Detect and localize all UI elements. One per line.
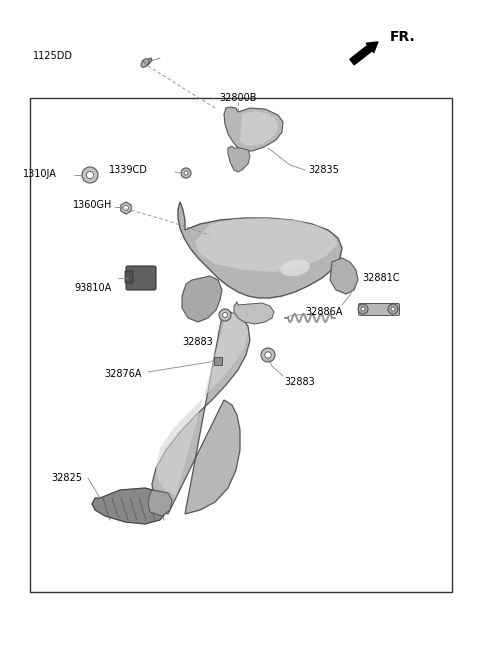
FancyBboxPatch shape (126, 266, 156, 290)
Polygon shape (121, 202, 131, 214)
Text: 32800B: 32800B (219, 93, 257, 103)
Circle shape (265, 352, 271, 358)
Polygon shape (330, 258, 358, 294)
FancyBboxPatch shape (125, 271, 133, 283)
Polygon shape (234, 302, 274, 324)
Text: 93810A: 93810A (75, 283, 112, 293)
Polygon shape (148, 490, 172, 516)
Circle shape (181, 168, 191, 178)
Polygon shape (92, 488, 170, 524)
Text: 1310JA: 1310JA (23, 169, 57, 179)
Text: 1360GH: 1360GH (72, 200, 112, 210)
Circle shape (86, 171, 94, 178)
Polygon shape (224, 107, 283, 151)
Polygon shape (156, 313, 248, 496)
Text: 1339CD: 1339CD (109, 165, 148, 175)
Text: 32886A: 32886A (305, 307, 342, 317)
Circle shape (124, 205, 129, 211)
Polygon shape (240, 111, 278, 146)
Circle shape (358, 304, 368, 314)
Circle shape (223, 313, 228, 318)
Ellipse shape (280, 260, 310, 276)
Text: 1125DD: 1125DD (33, 51, 73, 61)
Polygon shape (182, 276, 222, 322)
Circle shape (261, 348, 275, 362)
Text: 32883: 32883 (284, 377, 315, 387)
FancyArrow shape (350, 42, 378, 65)
FancyBboxPatch shape (359, 304, 399, 316)
Polygon shape (228, 146, 250, 172)
Circle shape (82, 167, 98, 183)
Text: 32835: 32835 (308, 165, 339, 175)
Circle shape (361, 307, 365, 311)
Bar (30, 98, 452, 592)
Text: 32881C: 32881C (362, 273, 399, 283)
Bar (214, 357, 222, 365)
Circle shape (184, 171, 188, 175)
Circle shape (391, 307, 395, 311)
Polygon shape (195, 218, 338, 272)
Text: 32876A: 32876A (105, 369, 142, 379)
Text: 32883: 32883 (182, 337, 214, 347)
Text: 32825: 32825 (51, 473, 82, 483)
Polygon shape (178, 202, 342, 298)
Text: FR.: FR. (390, 30, 416, 44)
Polygon shape (152, 312, 250, 514)
Ellipse shape (141, 58, 149, 68)
Circle shape (388, 304, 398, 314)
Circle shape (219, 309, 231, 321)
Ellipse shape (144, 58, 152, 66)
